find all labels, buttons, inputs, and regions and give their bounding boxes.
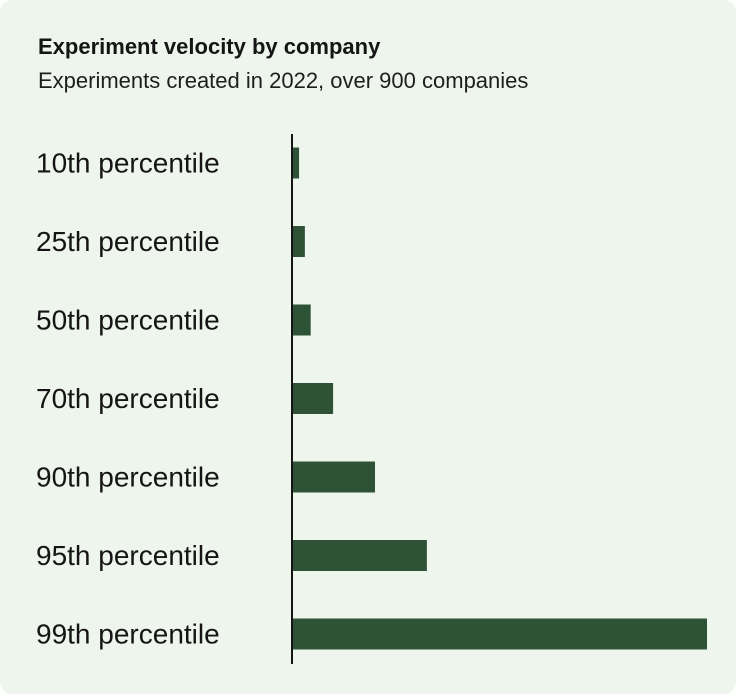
category-label: 70th percentile [36, 383, 220, 414]
bar [292, 540, 427, 571]
bar [292, 147, 300, 179]
bars [292, 147, 707, 650]
chart-title: Experiment velocity by company [38, 34, 381, 59]
bar [292, 618, 707, 650]
category-label: 99th percentile [36, 619, 220, 650]
category-label: 90th percentile [36, 462, 220, 493]
bar [292, 461, 375, 493]
bar [292, 304, 311, 336]
category-label: 50th percentile [36, 305, 220, 336]
category-label: 95th percentile [36, 540, 220, 571]
category-label: 25th percentile [36, 226, 220, 257]
category-label: 10th percentile [36, 148, 220, 179]
chart-subtitle: Experiments created in 2022, over 900 co… [38, 68, 529, 93]
category-labels: 10th percentile 25th percentile 50th perce… [36, 148, 220, 650]
bar [292, 383, 334, 414]
bar [292, 226, 305, 257]
